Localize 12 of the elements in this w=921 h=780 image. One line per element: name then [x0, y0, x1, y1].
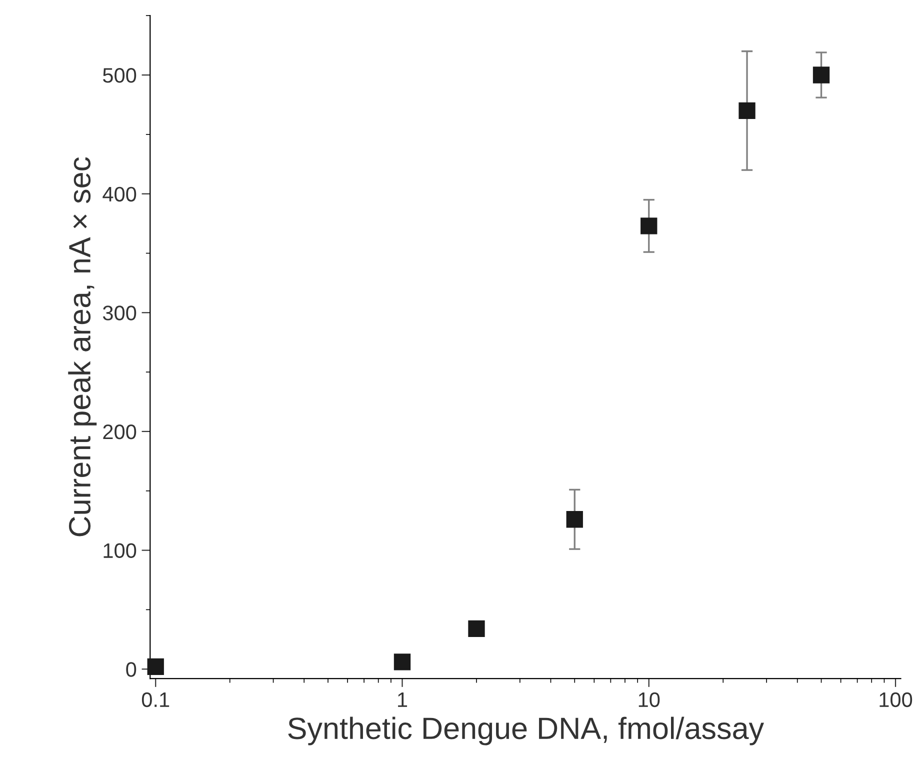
x-axis-title: Synthetic Dengue DNA, fmol/assay [288, 716, 764, 746]
y-tick-label: 300 [102, 306, 136, 320]
x-tick-label: 1 [398, 692, 408, 707]
y-tick-label: 400 [102, 186, 136, 202]
x-tick-label: 10 [638, 692, 660, 708]
x-tick-label: 100 [880, 692, 912, 708]
y-tick-label: 200 [103, 424, 136, 440]
y-axis-title: Current peak area, nA × sec [68, 157, 97, 536]
y-tick-label: 500 [103, 68, 136, 83]
y-tick-label: 100 [104, 543, 136, 558]
x-tick-label: 0.1 [142, 692, 170, 708]
y-tick-label: 0 [126, 662, 136, 677]
